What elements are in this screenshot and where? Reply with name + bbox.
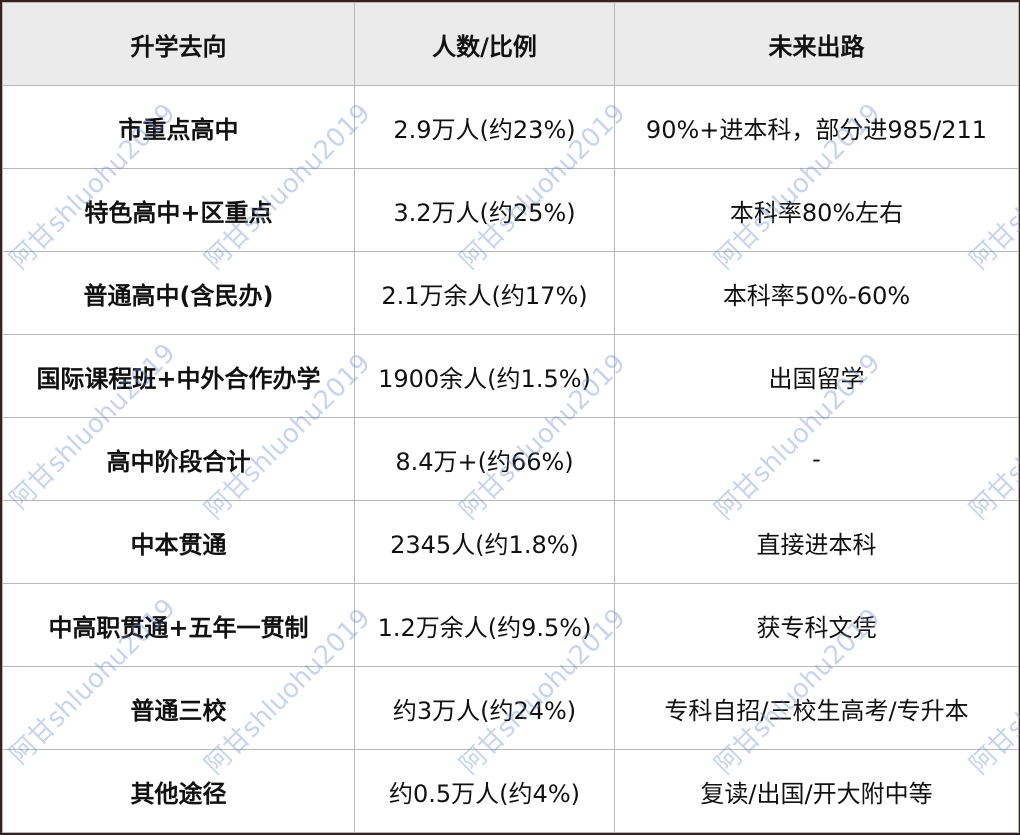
count-cell: 1.2万余人(约9.5%) [354, 583, 615, 667]
future-cell: 专科自招/三校生高考/专升本 [614, 666, 1019, 750]
destination-cell: 市重点高中 [2, 85, 355, 169]
future-cell: 90%+进本科，部分进985/211 [614, 85, 1019, 169]
count-cell: 2.9万人(约23%) [354, 85, 615, 169]
table-row: 普通三校 约3万人(约24%) 专科自招/三校生高考/专升本 [2, 666, 1019, 750]
count-cell: 1900余人(约1.5%) [354, 334, 615, 418]
count-cell: 2.1万余人(约17%) [354, 251, 615, 335]
count-cell: 约3万人(约24%) [354, 666, 615, 750]
destination-cell: 高中阶段合计 [2, 417, 355, 501]
future-cell: 获专科文凭 [614, 583, 1019, 667]
destination-cell: 中高职贯通+五年一贯制 [2, 583, 355, 667]
header-row: 升学去向 人数/比例 未来出路 [2, 2, 1019, 86]
count-cell: 8.4万+(约66%) [354, 417, 615, 501]
header-destination: 升学去向 [2, 2, 355, 86]
future-cell: 直接进本科 [614, 500, 1019, 584]
count-cell: 约0.5万人(约4%) [354, 749, 615, 833]
table-row: 中本贯通 2345人(约1.8%) 直接进本科 [2, 500, 1019, 584]
future-cell: 出国留学 [614, 334, 1019, 418]
destination-cell: 国际课程班+中外合作办学 [2, 334, 355, 418]
destination-cell: 特色高中+区重点 [2, 168, 355, 252]
table-row: 其他途径 约0.5万人(约4%) 复读/出国/开大附中等 [2, 749, 1019, 833]
destination-cell: 普通高中(含民办) [2, 251, 355, 335]
future-cell: 复读/出国/开大附中等 [614, 749, 1019, 833]
header-count-ratio: 人数/比例 [354, 2, 615, 86]
destination-cell: 普通三校 [2, 666, 355, 750]
future-cell: - [614, 417, 1019, 501]
future-cell: 本科率80%左右 [614, 168, 1019, 252]
table-row: 市重点高中 2.9万人(约23%) 90%+进本科，部分进985/211 [2, 85, 1019, 169]
header-future-path: 未来出路 [614, 2, 1019, 86]
count-cell: 2345人(约1.8%) [354, 500, 615, 584]
table-row: 普通高中(含民办) 2.1万余人(约17%) 本科率50%-60% [2, 251, 1019, 335]
count-cell: 3.2万人(约25%) [354, 168, 615, 252]
destination-cell: 中本贯通 [2, 500, 355, 584]
future-cell: 本科率50%-60% [614, 251, 1019, 335]
table-row: 国际课程班+中外合作办学 1900余人(约1.5%) 出国留学 [2, 334, 1019, 418]
table-row: 特色高中+区重点 3.2万人(约25%) 本科率80%左右 [2, 168, 1019, 252]
destination-cell: 其他途径 [2, 749, 355, 833]
table-row: 中高职贯通+五年一贯制 1.2万余人(约9.5%) 获专科文凭 [2, 583, 1019, 667]
table-row: 高中阶段合计 8.4万+(约66%) - [2, 417, 1019, 501]
